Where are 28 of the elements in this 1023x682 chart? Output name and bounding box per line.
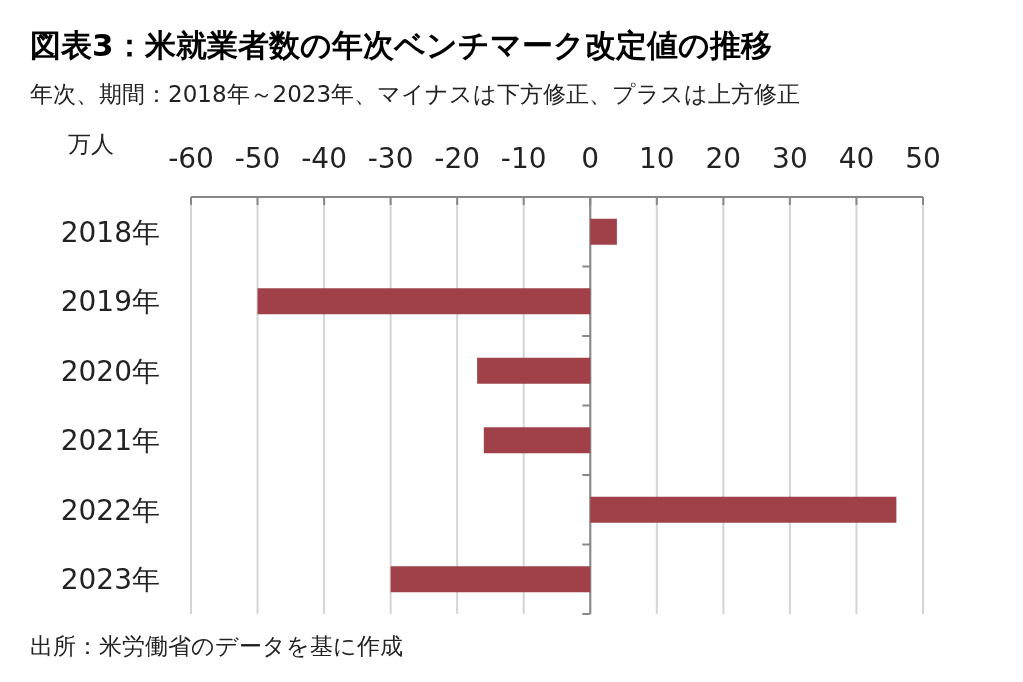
chart-title: 図表3：米就業者数の年次ベンチマーク改定値の推移 xyxy=(30,27,772,63)
y-tick-label: 2021年 xyxy=(60,424,160,458)
bar xyxy=(590,218,617,245)
x-tick-label: 50 xyxy=(905,142,941,175)
x-axis-title: 万人 xyxy=(68,131,114,157)
x-tick-label: -50 xyxy=(234,142,281,175)
bar xyxy=(390,566,591,593)
x-tick-label: -20 xyxy=(434,142,481,175)
x-tick-label: -10 xyxy=(500,142,547,175)
bar xyxy=(477,357,591,384)
y-tick-label: 2022年 xyxy=(60,493,160,527)
y-tick-label: 2018年 xyxy=(60,215,160,249)
bar xyxy=(257,288,591,315)
x-tick-label: 20 xyxy=(705,142,742,175)
y-tick-label: 2019年 xyxy=(60,285,160,319)
x-tick-label: 30 xyxy=(772,142,808,175)
y-tick-label: 2023年 xyxy=(60,563,160,597)
x-tick-label: 40 xyxy=(838,142,875,175)
bar xyxy=(590,496,897,523)
x-tick-label: -60 xyxy=(168,142,214,175)
x-tick-label: -40 xyxy=(301,142,347,175)
chart-subtitle: 年次、期間：2018年～2023年、マイナスは下方修正、プラスは上方修正 xyxy=(30,81,801,107)
y-tick-label: 2020年 xyxy=(60,354,160,388)
x-tick-label: 0 xyxy=(581,142,600,175)
bar xyxy=(483,427,591,454)
x-tick-label: -30 xyxy=(367,142,414,175)
text: 出所：米労働省のデータを基に作成 xyxy=(30,633,403,659)
x-tick-label: 10 xyxy=(639,142,675,175)
